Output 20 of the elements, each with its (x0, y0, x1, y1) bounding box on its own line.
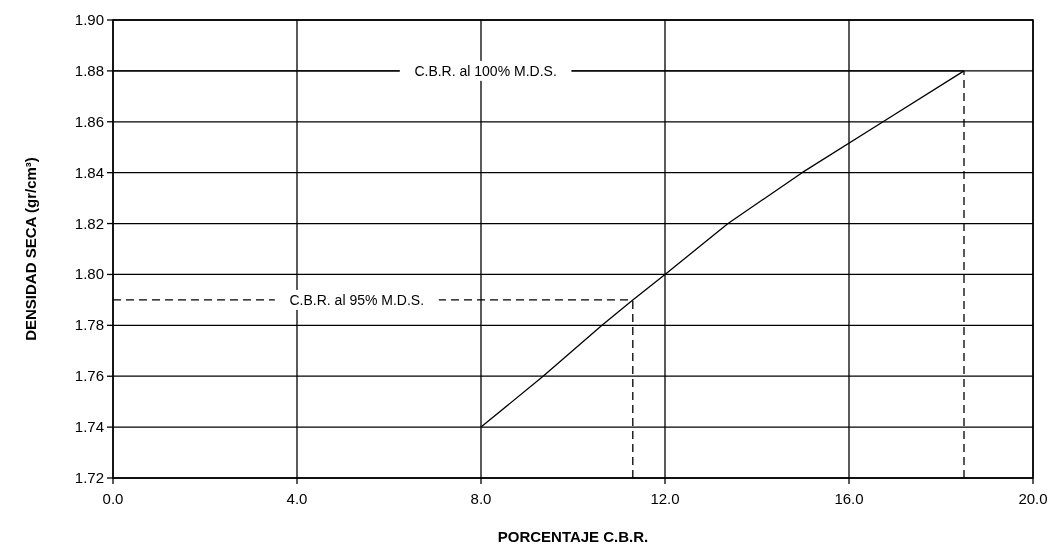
y-tick-label: 1.82 (74, 214, 104, 232)
x-tick-label: 8.0 (470, 490, 492, 507)
x-axis-title: PORCENTAJE C.B.R. (497, 528, 649, 545)
y-tick-label: 1.76 (74, 367, 104, 385)
x-tick-label: 20.0 (1018, 490, 1048, 507)
y-axis-title: DENSIDAD SECA (gr/cm³) (22, 157, 39, 341)
y-tick-label: 1.88 (74, 61, 104, 79)
annotation: C.B.R. al 100% M.D.S. (414, 62, 557, 79)
y-tick-label: 1.74 (74, 418, 104, 436)
annotation: C.B.R. al 95% M.D.S. (289, 291, 425, 308)
y-tick-label: 1.78 (74, 316, 104, 334)
y-tick-label: 1.80 (74, 265, 104, 283)
x-tick-label: 0.0 (102, 490, 124, 507)
x-tick-label: 4.0 (286, 490, 308, 507)
x-tick-label: 16.0 (834, 490, 864, 507)
y-tick-label: 1.90 (74, 11, 104, 28)
y-tick-label: 1.84 (74, 163, 104, 181)
y-tick-label: 1.86 (74, 112, 104, 130)
y-tick-label: 1.72 (74, 469, 104, 486)
x-tick-label: 12.0 (650, 490, 680, 507)
